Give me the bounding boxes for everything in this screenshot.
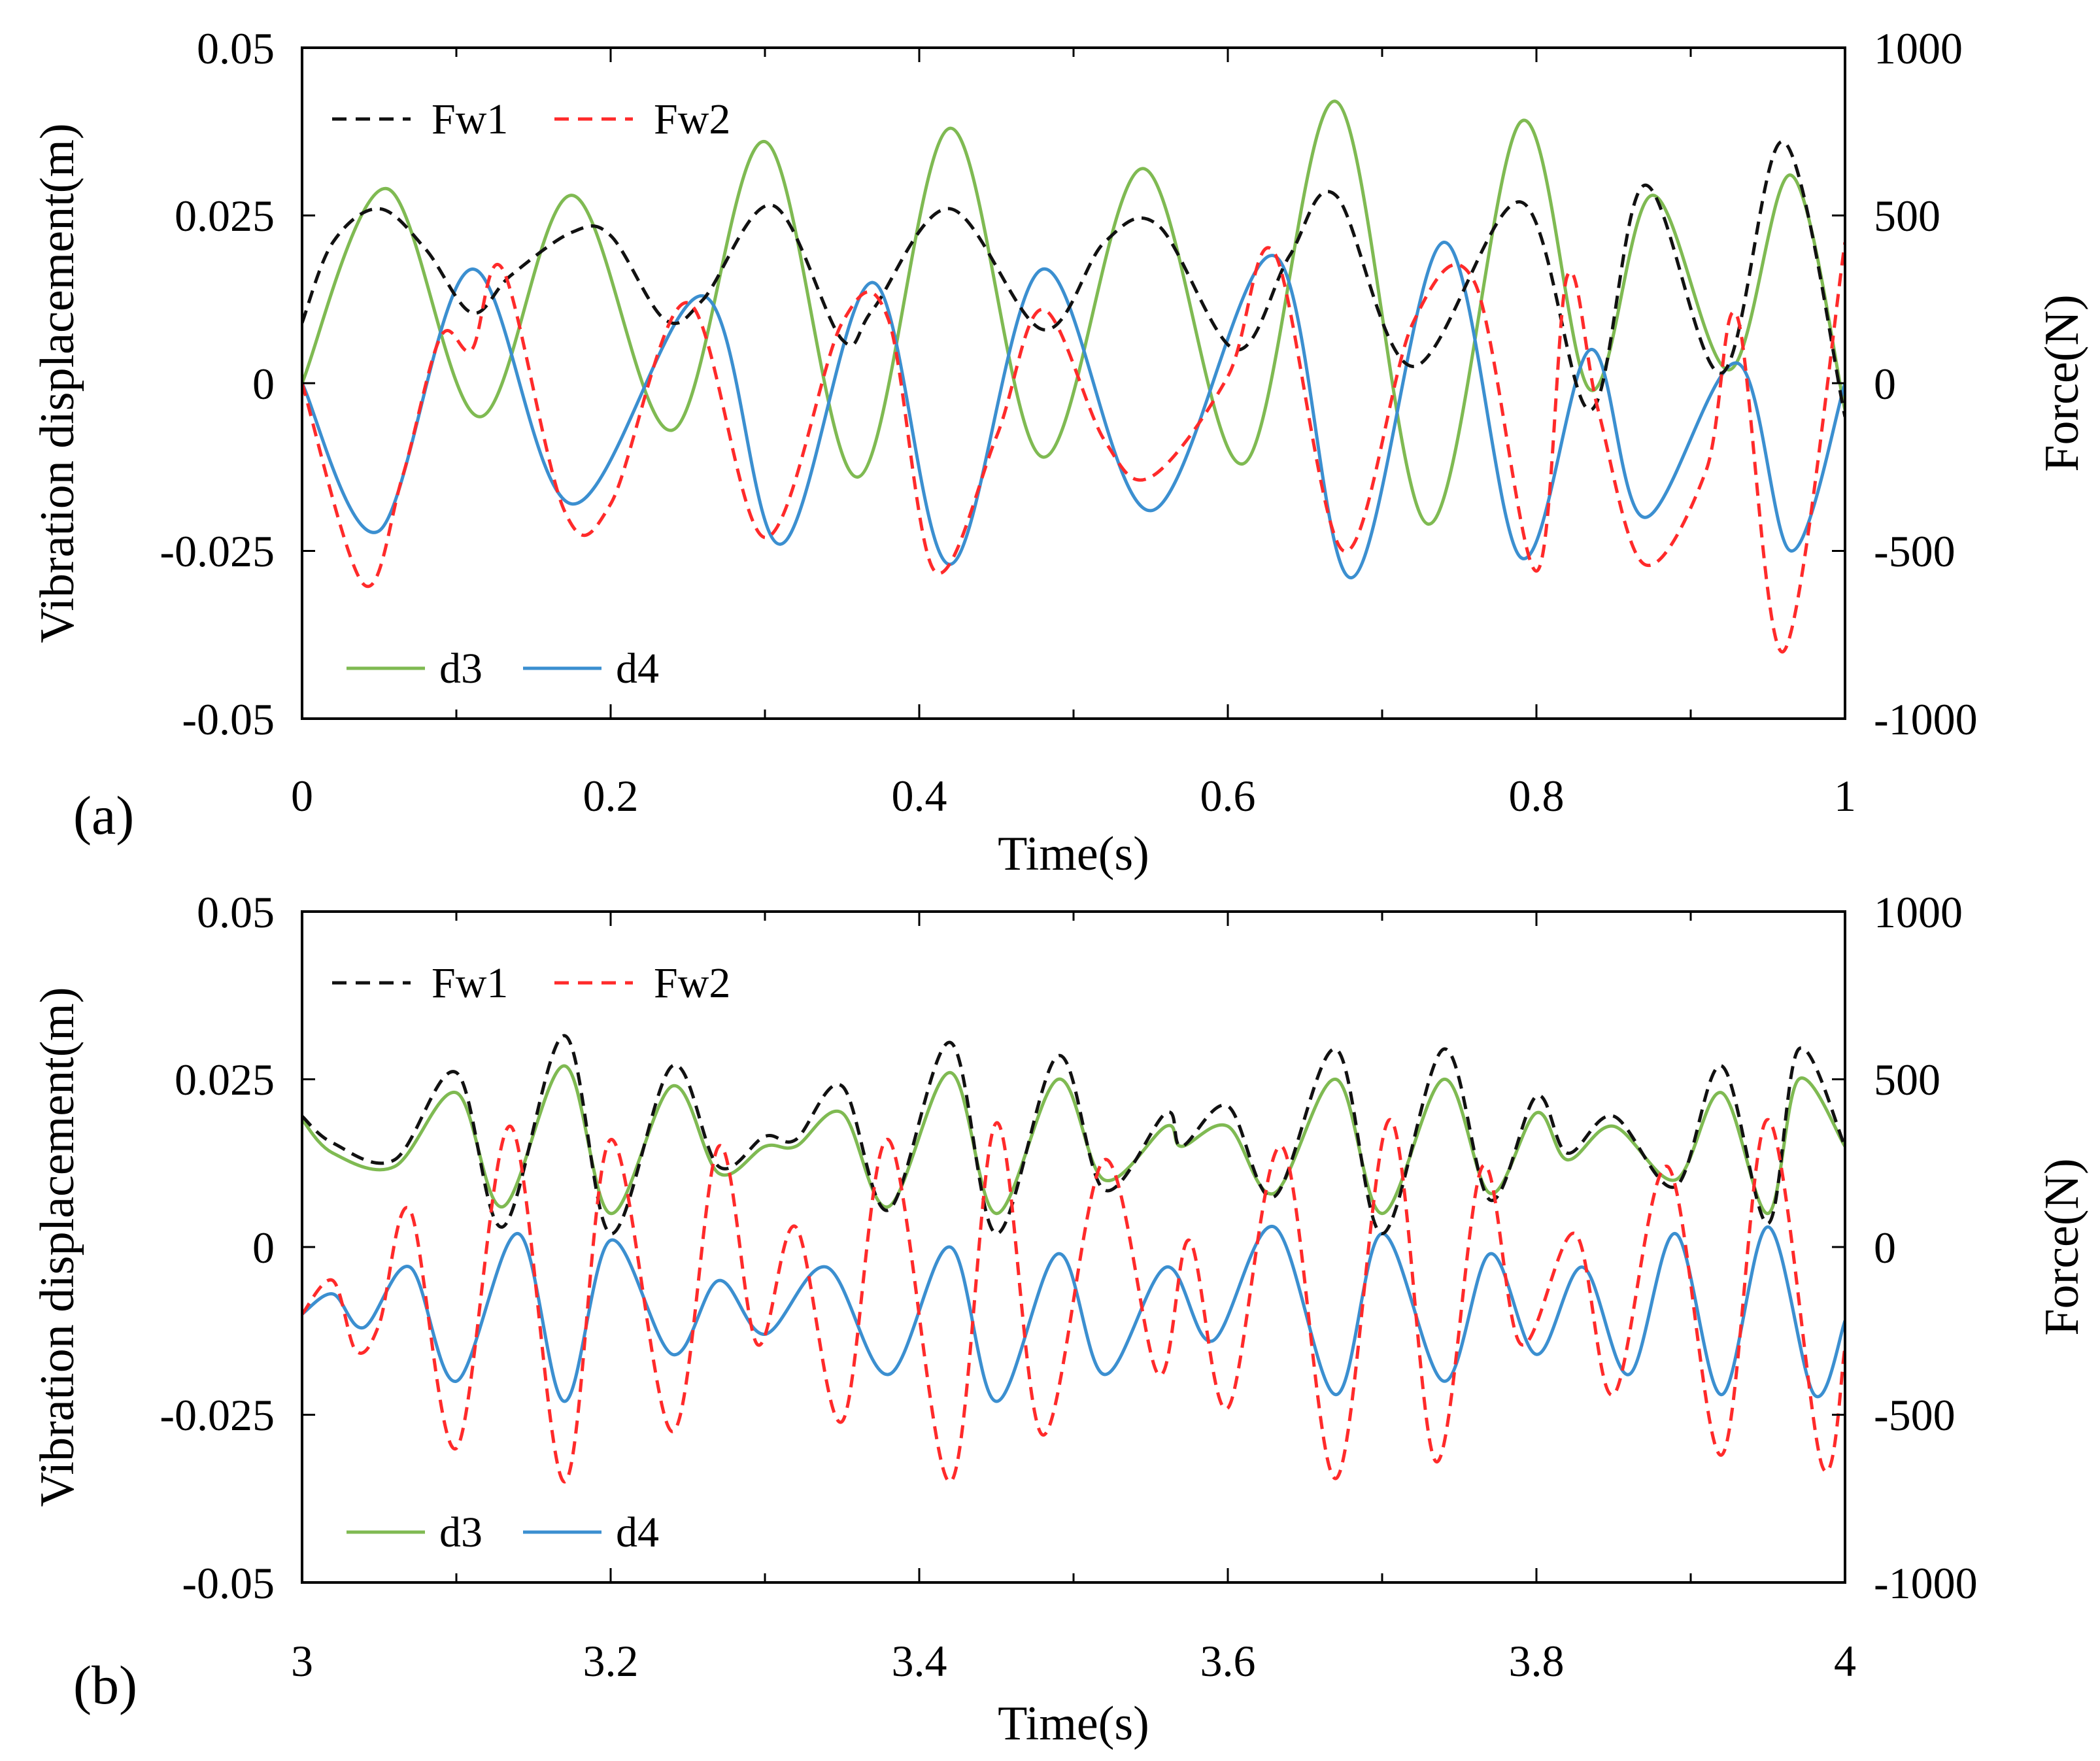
series-layer-a bbox=[302, 99, 1845, 653]
x-tick-label: 0.6 bbox=[1200, 771, 1256, 821]
tick-marks-b bbox=[301, 910, 1846, 1584]
series-line-d4 bbox=[302, 1225, 1845, 1403]
y-right-tick-label: 500 bbox=[1874, 191, 1940, 241]
series-line-d4 bbox=[302, 241, 1845, 580]
x-tick-label: 3.4 bbox=[892, 1636, 947, 1686]
series-layer-b bbox=[302, 1034, 1845, 1484]
x-axis-title: Time(s) bbox=[998, 827, 1149, 881]
x-tick-label: 0 bbox=[291, 771, 313, 821]
legend-label-d4: d4 bbox=[616, 645, 659, 692]
series-line-fw2 bbox=[302, 1118, 1845, 1484]
legend-label-fw2: Fw2 bbox=[654, 95, 730, 143]
chart-panel-a: 0.05 0.025 0 -0.025 -0.05 1000 500 0 -50… bbox=[31, 24, 2089, 881]
x-tick-label: 3.8 bbox=[1509, 1636, 1565, 1686]
x-tick-label: 1 bbox=[1834, 771, 1856, 821]
y-right-tick-label: 0 bbox=[1874, 359, 1896, 409]
x-axis-title: Time(s) bbox=[998, 1697, 1149, 1751]
y-right-tick-label: 500 bbox=[1874, 1055, 1940, 1104]
x-tick-label: 4 bbox=[1834, 1636, 1856, 1686]
chart-panel-b: 0.05 0.025 0 -0.025 -0.05 1000 500 0 -50… bbox=[31, 887, 2089, 1751]
y-left-axis-title: Vibration displacement(m) bbox=[31, 124, 84, 643]
y-right-tick-label: -1000 bbox=[1874, 694, 1978, 744]
legend-label-fw1: Fw1 bbox=[432, 95, 508, 143]
y-left-tick-label: 0 bbox=[252, 1223, 275, 1273]
x-tick-label: 3 bbox=[291, 1636, 313, 1686]
y-right-axis-title: Force(N) bbox=[2035, 294, 2089, 471]
legend-label-d4: d4 bbox=[616, 1509, 659, 1556]
panel-label-a: (a) bbox=[73, 785, 134, 846]
y-right-tick-label: -500 bbox=[1874, 1390, 1956, 1440]
y-left-tick-label: 0.05 bbox=[197, 887, 275, 937]
y-left-axis-title: Vibration displacement(m) bbox=[31, 987, 84, 1507]
y-right-tick-label: -500 bbox=[1874, 526, 1956, 576]
y-left-tick-label: -0.05 bbox=[182, 694, 275, 744]
y-right-axis-title: Force(N) bbox=[2035, 1158, 2089, 1335]
legend-label-d3: d3 bbox=[439, 645, 483, 692]
legend-label-fw2: Fw2 bbox=[654, 959, 730, 1007]
tick-marks-a bbox=[301, 46, 1846, 720]
x-tick-label: 0.8 bbox=[1509, 771, 1565, 821]
x-tick-label: 0.2 bbox=[583, 771, 639, 821]
y-left-tick-label: -0.05 bbox=[182, 1558, 275, 1608]
legend-label-fw1: Fw1 bbox=[432, 959, 508, 1007]
y-left-tick-label: 0.025 bbox=[175, 191, 275, 241]
y-left-tick-label: -0.025 bbox=[160, 1390, 275, 1440]
y-left-tick-label: 0.05 bbox=[197, 24, 275, 73]
x-tick-label: 3.6 bbox=[1200, 1636, 1256, 1686]
y-right-tick-label: 1000 bbox=[1874, 24, 1963, 73]
y-right-tick-label: -1000 bbox=[1874, 1558, 1978, 1608]
series-line-d3 bbox=[302, 99, 1845, 526]
y-right-tick-label: 0 bbox=[1874, 1223, 1896, 1273]
x-tick-label: 0.4 bbox=[892, 771, 947, 821]
legend-label-d3: d3 bbox=[439, 1509, 483, 1556]
y-left-tick-label: -0.025 bbox=[160, 526, 275, 576]
y-left-tick-label: 0.025 bbox=[175, 1055, 275, 1104]
series-line-fw1 bbox=[302, 140, 1845, 417]
y-left-tick-label: 0 bbox=[252, 359, 275, 409]
y-right-tick-label: 1000 bbox=[1874, 887, 1963, 937]
panel-label-b: (b) bbox=[73, 1655, 137, 1716]
x-tick-label: 3.2 bbox=[583, 1636, 639, 1686]
series-line-fw2 bbox=[302, 242, 1845, 653]
